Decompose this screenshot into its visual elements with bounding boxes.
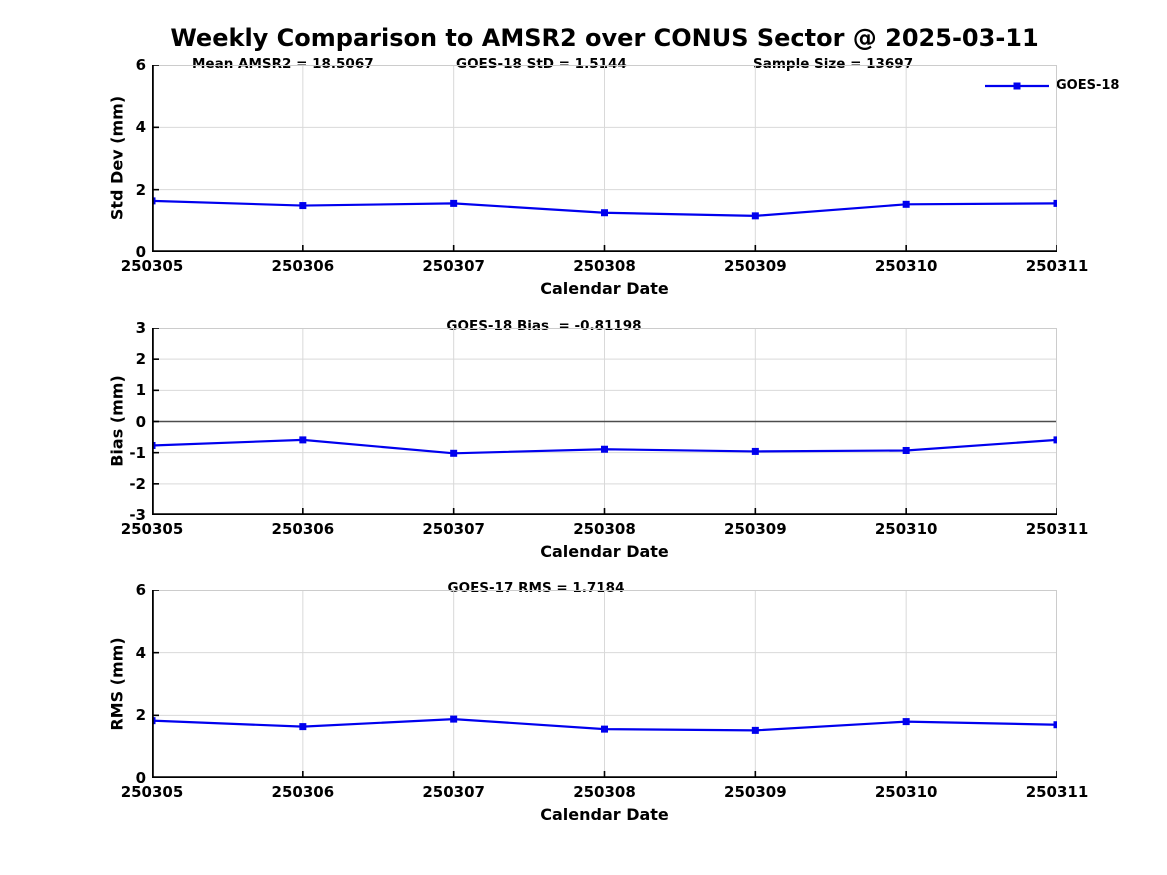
y-tick-label: 6 <box>135 581 146 599</box>
annotation-goes18-std: GOES-18 StD = 1.5144 <box>456 56 627 72</box>
annotation-mean-amsr2: Mean AMSR2 = 18.5067 <box>192 56 374 72</box>
annotation-sample-size: Sample Size = 13697 <box>753 56 914 72</box>
legend: GOES-18 <box>985 78 1119 93</box>
y-tick-label: 2 <box>135 350 146 369</box>
y-tick-label: 0 <box>135 412 146 431</box>
x-axis-title-stddev: Calendar Date <box>540 279 669 298</box>
x-tick-label: 250308 <box>573 520 636 538</box>
legend-label: GOES-18 <box>1056 78 1120 93</box>
x-tick-label: 250306 <box>271 257 335 275</box>
y-tick-label: -1 <box>129 443 146 462</box>
y-tick-label: 3 <box>135 319 146 337</box>
x-tick-label: 250307 <box>422 520 485 538</box>
y-axis-tick-labels-bias: -3 -2 -1 0 1 2 3 <box>100 319 146 524</box>
y-axis-tick-labels-rms: 0 2 4 6 <box>100 581 146 787</box>
x-tick-label: 250308 <box>573 783 636 801</box>
plot-area-rms <box>152 590 1057 778</box>
y-tick-label: 4 <box>135 118 146 137</box>
plot-area-stddev <box>152 65 1057 252</box>
annotation-goes18-bias: GOES-18 Bias = -0.81198 <box>446 318 642 334</box>
legend-line-marker-icon <box>985 82 1049 89</box>
x-tick-label: 250306 <box>271 783 335 801</box>
x-tick-label: 250305 <box>120 520 184 538</box>
rms-line-chart <box>152 590 1057 778</box>
x-tick-label: 250308 <box>573 257 636 275</box>
x-tick-label: 250311 <box>1025 257 1089 275</box>
x-axis-tick-labels-rms: 250305 250306 250307 250308 250309 250310 2503… <box>121 783 1089 803</box>
x-axis-tick-labels-stddev: 250305 250306 250307 250308 250309 250310 2503… <box>121 257 1089 277</box>
plot-area-bias <box>152 328 1057 515</box>
x-tick-label: 250310 <box>874 520 938 538</box>
x-tick-label: 250309 <box>724 520 787 538</box>
bias-line-chart <box>152 328 1057 515</box>
x-tick-label: 250311 <box>1025 783 1089 801</box>
y-tick-label: -2 <box>129 474 146 493</box>
x-axis-title-bias: Calendar Date <box>540 542 669 561</box>
y-axis-tick-labels-stddev: 0 2 4 6 <box>100 56 146 261</box>
y-tick-label: 0 <box>135 769 146 787</box>
y-tick-label: 2 <box>135 706 146 725</box>
x-tick-label: 250306 <box>271 520 335 538</box>
x-axis-tick-labels-bias: 250305 250306 250307 250308 250309 250310 2503… <box>121 520 1089 540</box>
x-tick-label: 250311 <box>1025 520 1089 538</box>
y-tick-label: 6 <box>135 56 146 74</box>
x-tick-label: 250307 <box>422 257 485 275</box>
x-tick-label: 250310 <box>874 783 938 801</box>
y-tick-label: 1 <box>135 381 146 400</box>
x-axis-title-rms: Calendar Date <box>540 805 669 824</box>
y-tick-label: -3 <box>129 506 146 524</box>
x-tick-label: 250305 <box>120 257 184 275</box>
figure-title: Weekly Comparison to AMSR2 over CONUS Se… <box>170 24 1039 52</box>
x-tick-label: 250307 <box>422 783 485 801</box>
x-tick-label: 250310 <box>874 257 938 275</box>
x-tick-label: 250309 <box>724 783 787 801</box>
y-tick-label: 2 <box>135 180 146 199</box>
stddev-line-chart <box>152 65 1057 252</box>
y-tick-label: 0 <box>135 243 146 261</box>
annotation-goes17-rms: GOES-17 RMS = 1.7184 <box>447 580 625 596</box>
x-tick-label: 250305 <box>120 783 184 801</box>
x-tick-label: 250309 <box>724 257 787 275</box>
y-tick-label: 4 <box>135 643 146 662</box>
